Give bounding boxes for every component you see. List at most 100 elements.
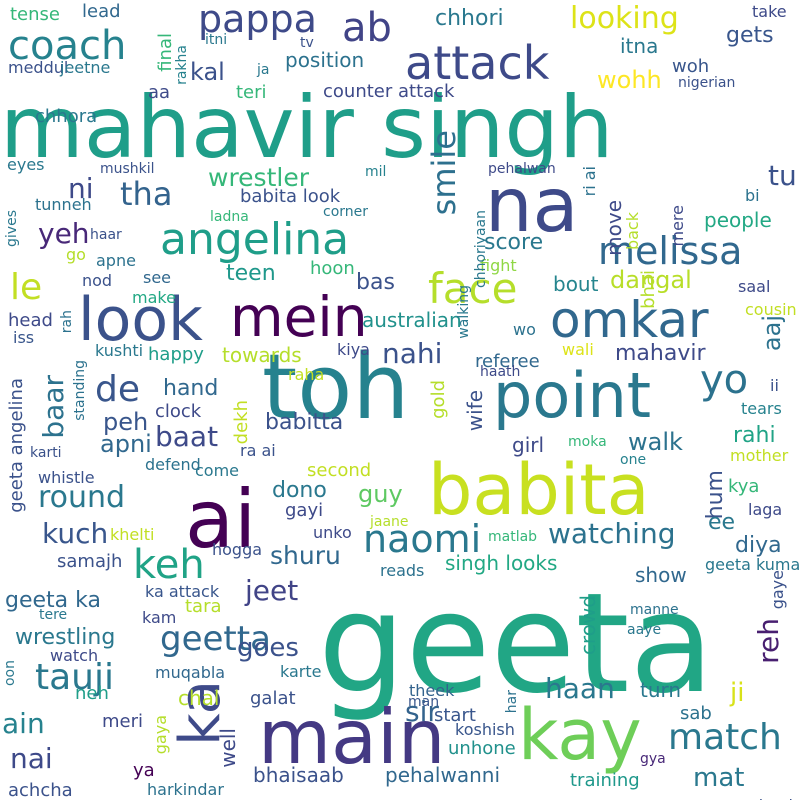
cloud-word: chhoriyaan xyxy=(473,210,489,288)
cloud-word: back xyxy=(623,212,642,251)
cloud-word: well xyxy=(216,728,240,768)
cloud-word: mushkil xyxy=(100,161,155,177)
cloud-word: dekh xyxy=(231,400,252,445)
cloud-word: turn xyxy=(640,678,682,702)
cloud-word: le xyxy=(10,267,43,308)
cloud-word: geeta xyxy=(318,563,715,724)
cloud-word: aaye xyxy=(627,622,662,638)
cloud-word: referee xyxy=(475,351,540,372)
cloud-word: ra ai xyxy=(240,441,276,460)
cloud-word: ai xyxy=(185,473,257,566)
cloud-word: teri xyxy=(236,82,267,103)
cloud-word: iss xyxy=(13,328,35,347)
cloud-word: second xyxy=(307,460,372,481)
cloud-word: ka attack xyxy=(145,582,220,601)
cloud-word: raha xyxy=(288,365,325,384)
cloud-word: watching xyxy=(548,517,676,550)
cloud-word: australian xyxy=(362,308,462,332)
cloud-word: standing xyxy=(72,360,88,421)
cloud-word: apne xyxy=(96,251,136,270)
cloud-word: counter attack xyxy=(323,81,455,102)
cloud-word: happy xyxy=(148,344,204,365)
cloud-word: matlab xyxy=(488,529,538,545)
cloud-word: wo xyxy=(513,320,536,339)
cloud-word: na xyxy=(485,161,579,249)
cloud-word: looking xyxy=(570,1,679,36)
cloud-word: singh looks xyxy=(445,551,558,575)
cloud-word: wife xyxy=(463,390,487,432)
cloud-word: bhaisaab xyxy=(253,763,344,787)
cloud-word: angelina xyxy=(160,214,350,265)
cloud-word: kuch xyxy=(42,517,109,550)
cloud-word: walk xyxy=(628,428,683,456)
cloud-word: mahavir xyxy=(615,341,706,366)
cloud-word: melissa xyxy=(598,229,743,273)
cloud-word: jaane xyxy=(370,514,409,530)
cloud-word: geeta ka xyxy=(5,588,101,613)
cloud-word: hand xyxy=(163,376,219,401)
cloud-word: sir xyxy=(405,695,439,728)
cloud-word: come xyxy=(195,461,240,480)
cloud-word: show xyxy=(635,563,687,587)
cloud-word: neh xyxy=(75,683,109,704)
cloud-word: kiya xyxy=(337,340,370,359)
cloud-word: pehalwan xyxy=(488,161,556,177)
cloud-word: koshish xyxy=(455,720,515,739)
cloud-word: hoon xyxy=(310,258,355,279)
cloud-word: guy xyxy=(358,480,403,508)
cloud-word: wali xyxy=(562,340,594,359)
cloud-word: reh xyxy=(752,618,785,664)
cloud-word: har xyxy=(504,690,520,714)
cloud-word: mere xyxy=(668,205,687,247)
cloud-word: mat xyxy=(693,763,745,793)
cloud-word: chhora xyxy=(35,106,98,127)
cloud-word: rahi xyxy=(733,423,776,448)
cloud-word: ni xyxy=(68,172,94,205)
cloud-word: whistle xyxy=(38,468,95,487)
cloud-word: oon xyxy=(2,660,18,687)
cloud-word: mil xyxy=(365,164,387,180)
cloud-word: man xyxy=(408,694,440,710)
cloud-word: coach xyxy=(8,23,127,69)
cloud-word: tv xyxy=(300,35,314,51)
cloud-word: corner xyxy=(323,204,369,220)
cloud-word: yeh xyxy=(38,217,90,250)
cloud-word: rah xyxy=(59,310,75,334)
cloud-word: peh xyxy=(103,408,149,436)
cloud-word: manne xyxy=(630,602,679,618)
cloud-word: bhai xyxy=(638,270,659,309)
cloud-word: tere xyxy=(39,607,68,623)
cloud-word: meddul xyxy=(8,58,69,77)
cloud-word: main xyxy=(258,693,446,781)
cloud-word: girl xyxy=(512,433,545,457)
cloud-word: gaya xyxy=(151,715,170,755)
cloud-word: haan xyxy=(545,672,615,705)
cloud-word: training xyxy=(570,770,640,791)
cloud-word: laga xyxy=(748,500,783,519)
cloud-word: gaye xyxy=(768,570,787,610)
cloud-word: woh xyxy=(672,56,710,77)
cloud-word: smile xyxy=(425,130,463,216)
cloud-word: round xyxy=(38,480,126,515)
cloud-word: nod xyxy=(82,271,113,290)
cloud-word: unko xyxy=(313,523,352,542)
cloud-word: make xyxy=(132,288,176,307)
cloud-word: geeta kumari xyxy=(705,555,800,574)
cloud-word: geetta xyxy=(160,619,271,659)
cloud-word: final xyxy=(155,33,176,72)
cloud-word: score xyxy=(484,230,544,255)
cloud-word: samajh xyxy=(57,551,123,572)
cloud-word: look xyxy=(78,285,203,355)
cloud-word: pappa xyxy=(198,0,317,41)
cloud-word: sab xyxy=(680,703,712,724)
cloud-word: kushti xyxy=(95,341,144,360)
cloud-word: mahavir singh xyxy=(0,78,614,178)
cloud-word: chal xyxy=(178,686,220,710)
cloud-word: diya xyxy=(735,533,782,558)
cloud-word: baat xyxy=(155,420,219,453)
cloud-word: head xyxy=(8,310,53,331)
cloud-word: bi xyxy=(745,186,760,205)
cloud-word: haar xyxy=(90,227,122,243)
cloud-word: moka xyxy=(568,434,607,450)
cloud-word: shuru xyxy=(270,541,341,570)
